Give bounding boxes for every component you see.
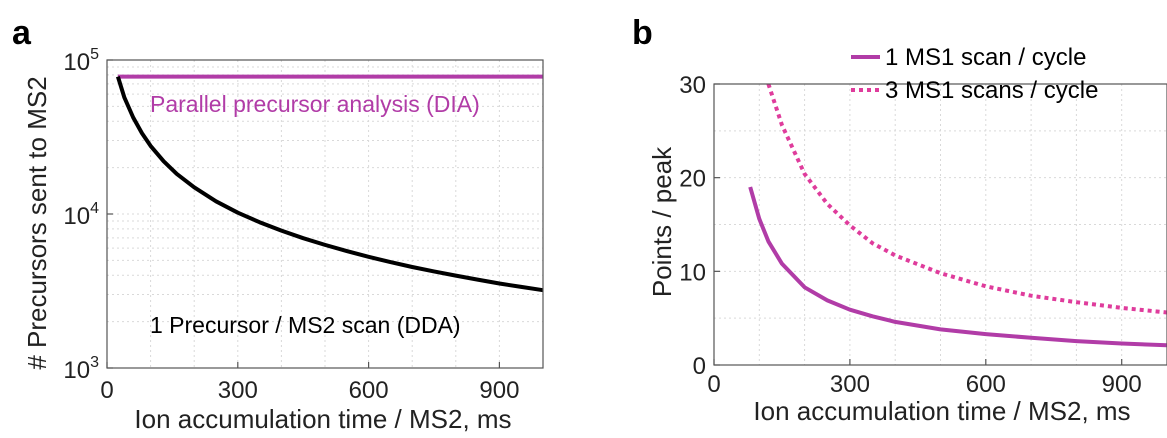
- y-tick-label: 30: [679, 72, 706, 99]
- x-tick-label: 600: [349, 377, 389, 404]
- panel-b-x-axis-label: Ion accumulation time / MS2, ms: [753, 396, 1130, 426]
- series-line-3-ms1: [768, 84, 1167, 313]
- annotation-dia: Parallel precursor analysis (DIA): [150, 91, 480, 117]
- panel-b-legend: 1 MS1 scan / cycle 3 MS1 scans / cycle: [851, 44, 1098, 104]
- y-tick-label: 10: [679, 259, 706, 286]
- x-tick-label: 0: [707, 371, 720, 398]
- y-tick-label: 20: [679, 166, 706, 193]
- panel-a-chart: 0 300 600 900 103 104 105 Parallel precursor a…: [22, 46, 543, 434]
- x-tick-label: 600: [966, 371, 1006, 398]
- panel-b-y-axis-label: Points / peak: [647, 146, 677, 297]
- x-tick-label: 900: [1102, 371, 1142, 398]
- x-tick-label: 300: [218, 377, 258, 404]
- panel-a-y-axis-label: # Precursors sent to MS2: [22, 76, 52, 369]
- panel-b-ticks: 0 300 600 900 0 10 20 30: [679, 72, 1141, 398]
- panel-b-series: [750, 84, 1167, 345]
- series-line-1-ms1: [750, 187, 1167, 345]
- y-tick-label: 104: [63, 200, 99, 230]
- panel-a-x-axis-label: Ion accumulation time / MS2, ms: [134, 404, 511, 434]
- panel-label-a: a: [12, 14, 32, 52]
- annotation-dda: 1 Precursor / MS2 scan (DDA): [150, 312, 461, 338]
- panel-b-chart: 0 300 600 900 0 10 20 30 1 MS1 scan / cycle 3 M…: [647, 44, 1167, 426]
- legend-label-3-ms1: 3 MS1 scans / cycle: [885, 77, 1098, 104]
- y-tick-label: 103: [63, 354, 99, 384]
- y-tick-label: 0: [693, 353, 706, 380]
- y-tick-label: 105: [63, 46, 99, 76]
- x-tick-label: 0: [100, 377, 113, 404]
- x-tick-label: 300: [830, 371, 870, 398]
- legend-label-1-ms1: 1 MS1 scan / cycle: [885, 44, 1086, 71]
- panel-label-b: b: [632, 14, 653, 52]
- panel-b-grid: [714, 84, 1167, 365]
- x-tick-label: 900: [479, 377, 519, 404]
